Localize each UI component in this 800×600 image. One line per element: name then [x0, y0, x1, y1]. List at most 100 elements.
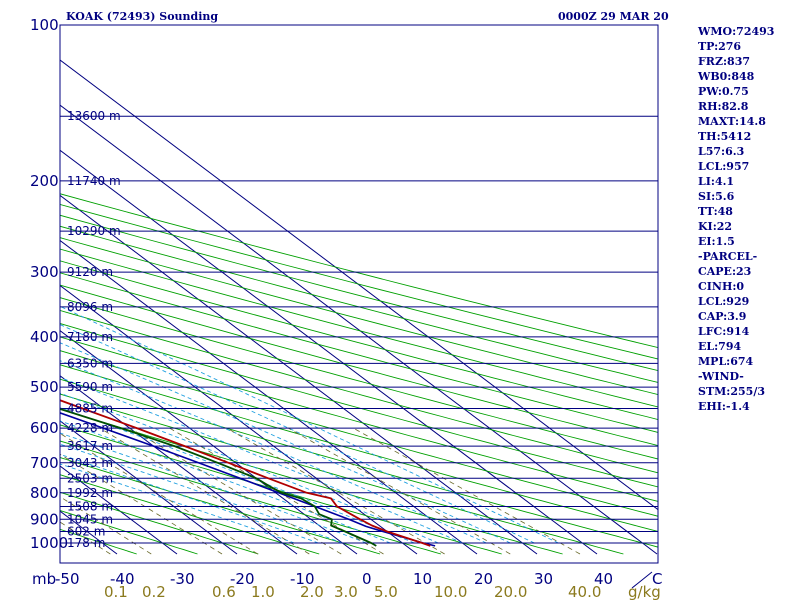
mixing-ratio-label: 5.0 [374, 583, 398, 600]
height-label: 178 m [67, 536, 105, 550]
mixing-ratio-label: 2.0 [300, 583, 324, 600]
index-item: TP:276 [698, 40, 742, 53]
dry-adiabat-line [60, 457, 381, 555]
index-item: STM:255/3 [698, 385, 765, 398]
dry-adiabat-line [60, 364, 658, 532]
mixing-ratio-line [60, 432, 258, 555]
dry-adiabat-line [60, 214, 658, 372]
mixing-ratio-line [60, 521, 111, 555]
height-label: 7180 m [67, 330, 113, 344]
mixing-ratio-label: 1.0 [251, 583, 275, 600]
index-item: CINH:0 [698, 280, 745, 293]
unit-separator [631, 571, 653, 589]
grid-lines [60, 25, 658, 555]
index-item: -PARCEL- [698, 250, 758, 263]
index-item: LFC:914 [698, 325, 750, 338]
mixing-ratio-line [288, 427, 511, 555]
index-item: LCL:957 [698, 160, 750, 173]
pressure-tick-label: 800 [30, 484, 59, 502]
mixing-unit-label: g/kg [628, 583, 661, 600]
index-item: RH:82.8 [698, 100, 749, 113]
index-item: CAP:3.9 [698, 310, 747, 323]
index-item: WMO:72493 [698, 25, 775, 38]
height-label: 4228 m [67, 421, 113, 435]
dry-adiabat-line [60, 225, 658, 383]
isotherm-line [60, 149, 598, 555]
moist-adiabat-line [60, 463, 295, 544]
plot-background [60, 25, 658, 563]
temperature-tick-label: -40 [110, 570, 135, 588]
height-label: 3617 m [67, 439, 113, 453]
dry-adiabat-line [60, 378, 658, 548]
index-item: FRZ:837 [698, 55, 751, 68]
dry-adiabat-line [60, 193, 658, 348]
dry-adiabat-line [60, 440, 442, 555]
height-label: 2503 m [67, 471, 113, 485]
pressure-tick-label: 900 [30, 510, 59, 528]
dry-adiabat-line [60, 272, 658, 433]
height-label: 10290 m [67, 224, 121, 238]
pressure-tick-label: 400 [30, 328, 59, 346]
index-item: MAXT:14.8 [698, 115, 766, 128]
index-item: EI:1.5 [698, 235, 735, 248]
moist-adiabat-line [60, 392, 439, 544]
index-item: MPL:674 [698, 355, 754, 368]
chart-title: KOAK (72493) Sounding [66, 10, 219, 23]
temperature-tick-label: 40 [594, 570, 613, 588]
mixing-ratio-label: 40.0 [568, 583, 601, 600]
dry-adiabat-line [60, 203, 658, 360]
height-label: 1045 m [67, 512, 113, 526]
moist-adiabat-line [60, 360, 487, 544]
mixing-ratio-label: 10.0 [434, 583, 467, 600]
dry-adiabat-line [60, 284, 658, 447]
temperature-tick-label: 0 [362, 570, 372, 588]
height-label: 3043 m [67, 456, 113, 470]
isotherm-line [60, 420, 238, 555]
index-item: -WIND- [698, 370, 744, 383]
sounding-traces [60, 399, 436, 547]
plot-frame [59, 24, 659, 564]
isotherm-line [60, 375, 298, 555]
index-item: PW:0.75 [698, 85, 749, 98]
pressure-tick-label: 500 [30, 378, 59, 396]
mixing-ratio-label: 0.2 [142, 583, 166, 600]
index-item: KI:22 [698, 220, 733, 233]
dry-adiabat-line [60, 336, 658, 502]
dry-adiabat-line [60, 323, 658, 488]
temperature-tick-label: -30 [170, 570, 195, 588]
height-label: 6350 m [67, 356, 113, 370]
temperature-tick-label: -20 [230, 570, 255, 588]
dry-adiabat-line [60, 424, 502, 555]
temperature-tick-label: 20 [474, 570, 493, 588]
mixing-ratio-line [129, 427, 342, 555]
mixing-ratio-line [60, 496, 152, 555]
dry-adiabat-line [60, 260, 658, 420]
mixing-ratio-label: 0.1 [104, 583, 128, 600]
moist-adiabat-line [60, 432, 367, 544]
pressure-tick-label: 300 [30, 263, 59, 281]
stability-indices-list: WMO:72493 TP:276 FRZ:837 WB0:848 PW:0.75 RH:8… [698, 24, 774, 414]
sounding-datetime: 0000Z 29 MAR 20 [558, 10, 669, 23]
height-label: 11740 m [67, 174, 121, 188]
temperature-trace [60, 399, 431, 547]
isotherm-line [60, 330, 358, 555]
index-item: SI:5.6 [698, 190, 735, 203]
dry-adiabat-line [60, 510, 198, 555]
height-label: 1992 m [67, 486, 113, 500]
mixing-ratio-label: 20.0 [494, 583, 527, 600]
mixing-ratio-line [99, 427, 310, 555]
parcel-trace [60, 411, 436, 547]
height-label: 1508 m [67, 499, 113, 513]
dry-adiabat-line [60, 309, 658, 474]
isotherm-line [60, 194, 538, 555]
moist-adiabat-line [60, 324, 535, 544]
index-item: LI:4.1 [698, 175, 735, 188]
dry-adiabat-line [60, 297, 658, 460]
moist-adiabat-line [60, 376, 463, 544]
moist-adiabat-line [60, 342, 511, 544]
index-item: L57:6.3 [698, 145, 745, 158]
mixing-ratio-line [226, 427, 445, 555]
dry-adiabat-line [60, 474, 320, 555]
